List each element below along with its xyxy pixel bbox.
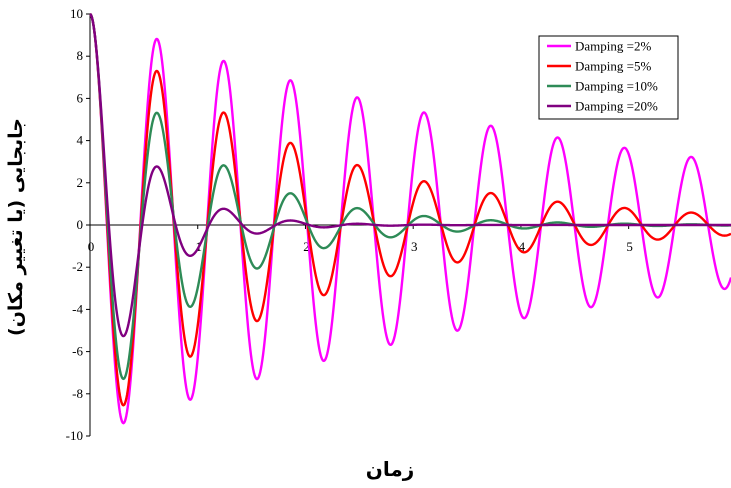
x-tick-label: 3: [411, 239, 418, 254]
y-tick-label: 0: [77, 217, 84, 232]
y-axis-label: جابجایی (یا تغییر مکان): [5, 118, 27, 336]
legend-entry-label: Damping =20%: [575, 99, 658, 114]
series-line-3: [89, 13, 731, 381]
x-tick-label: 5: [626, 239, 633, 254]
x-tick-label: 0: [88, 239, 95, 254]
y-tick-label: -2: [72, 259, 83, 274]
x-axis-label: زمان: [366, 457, 414, 481]
series-line-1: [89, 12, 731, 425]
x-tick-label: 4: [519, 239, 526, 254]
y-tick-label: 4: [77, 133, 84, 148]
x-tick-label: 2: [303, 239, 310, 254]
y-tick-label: 6: [77, 90, 84, 105]
y-tick-label: 8: [77, 48, 84, 63]
legend-entry-label: Damping =2%: [575, 39, 651, 54]
y-tick-label: -10: [66, 428, 83, 443]
series-line-2: [89, 12, 731, 407]
y-tick-label: 2: [77, 175, 84, 190]
legend-entry-label: Damping =10%: [575, 79, 658, 94]
y-tick-label: -4: [72, 301, 83, 316]
y-tick-label: -6: [72, 344, 83, 359]
y-ticks: 10 8 6 4 2 0 -2 -4 -6 -8 -10: [66, 6, 90, 443]
series-line-4: [89, 13, 731, 338]
y-tick-label: 10: [70, 6, 83, 21]
legend-entry-label: Damping =5%: [575, 59, 651, 74]
series-lines: [89, 12, 731, 425]
y-tick-label: -8: [72, 386, 83, 401]
legend: Damping =2% Damping =5% Damping =10% Dampin…: [538, 35, 679, 120]
